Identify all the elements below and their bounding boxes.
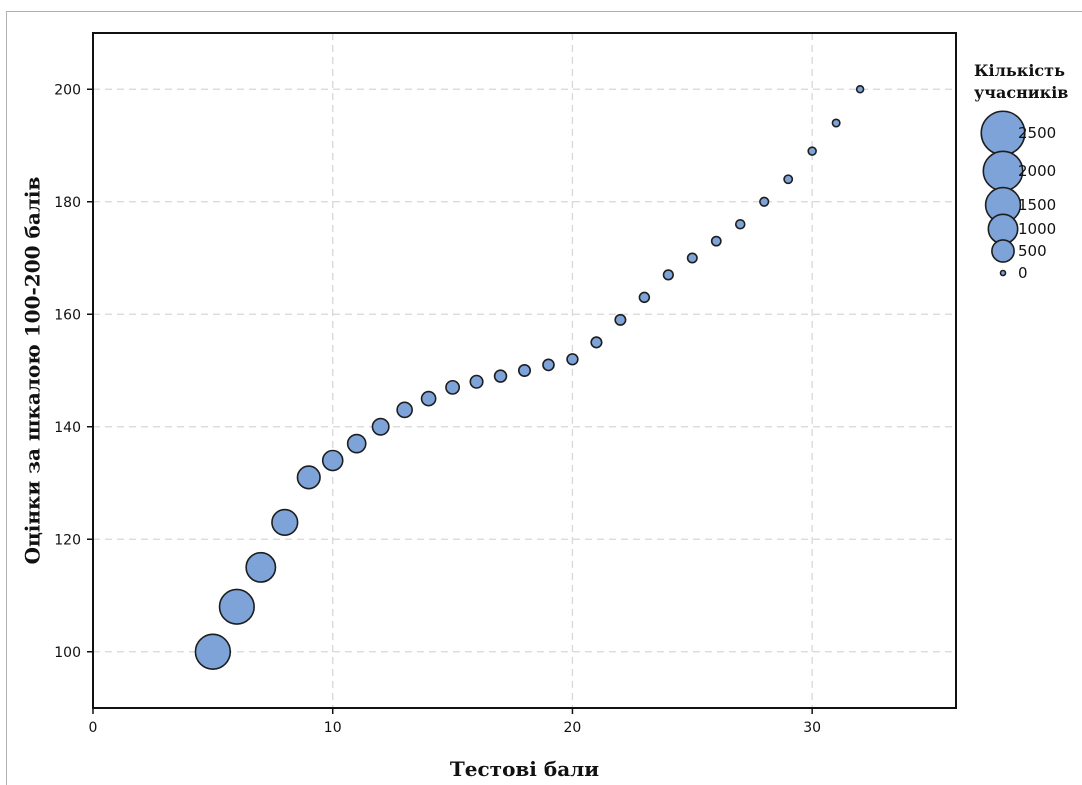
- bubble-point: [807, 146, 817, 156]
- bubble-point: [396, 401, 413, 419]
- legend-label: 500: [1018, 242, 1047, 260]
- bubble-point: [590, 336, 603, 349]
- bubble-point: [783, 174, 794, 185]
- bubble-point: [445, 379, 461, 395]
- x-tick-label: 30: [803, 720, 821, 736]
- bubble-point: [346, 433, 367, 454]
- legend-label: 1000: [1018, 220, 1056, 238]
- bubble-point: [566, 353, 579, 366]
- legend-title-line-2: учасників: [974, 83, 1068, 102]
- bubble-point: [218, 588, 255, 625]
- bubble-point: [734, 218, 746, 230]
- bubble-point: [759, 196, 770, 207]
- bubble-point: [245, 551, 277, 583]
- legend-bubble: [991, 239, 1015, 263]
- bubble-point: [542, 358, 555, 372]
- chart-frame: [6, 11, 1082, 785]
- y-tick-label: 120: [54, 532, 81, 548]
- bubble-point: [194, 633, 232, 670]
- bubble-point: [831, 118, 841, 128]
- plot-area-border: [92, 32, 957, 709]
- bubble-point: [469, 374, 484, 389]
- y-tick-label: 100: [54, 645, 81, 661]
- x-tick-label: 10: [324, 720, 342, 736]
- legend-title-line-1: Кількість: [974, 61, 1065, 80]
- bubble-point: [371, 417, 390, 436]
- bubble-point: [614, 313, 627, 326]
- legend-label: 2500: [1018, 124, 1056, 142]
- y-tick-label: 160: [54, 307, 81, 323]
- y-tick-label: 200: [54, 82, 81, 98]
- x-tick-label: 20: [564, 720, 582, 736]
- bubble-point: [271, 508, 299, 537]
- y-axis-title: Оцінки за шкалою 100-200 балів: [21, 176, 45, 564]
- x-axis-title: Тестові бали: [450, 757, 599, 781]
- bubble-point: [321, 449, 344, 472]
- bubble-point: [686, 252, 698, 264]
- axis-ticks: 0 10 20 30 100 120 140 160 180 200: [54, 82, 821, 736]
- legend: Кількість учасників 2500 2000 1500 1000 500 0: [974, 61, 1068, 282]
- bubble-point: [710, 235, 722, 247]
- bubble-point: [855, 85, 865, 94]
- legend-entries: 2500 2000 1500 1000 500 0: [980, 110, 1056, 282]
- bubbles: [194, 85, 865, 670]
- legend-label: 0: [1018, 264, 1028, 282]
- bubble-point: [517, 363, 532, 378]
- bubble-point: [662, 269, 674, 281]
- legend-bubble: [982, 150, 1024, 192]
- y-tick-label: 180: [54, 195, 81, 211]
- bubble-point: [296, 465, 321, 490]
- bubble-point: [493, 369, 508, 383]
- legend-label: 1500: [1018, 196, 1056, 214]
- grid-lines: [93, 33, 956, 708]
- x-tick-label: 0: [89, 720, 98, 736]
- bubble-point: [420, 390, 437, 407]
- legend-bubble: [999, 269, 1007, 277]
- y-tick-label: 140: [54, 420, 81, 436]
- legend-label: 2000: [1018, 162, 1056, 180]
- bubble-point: [638, 291, 651, 304]
